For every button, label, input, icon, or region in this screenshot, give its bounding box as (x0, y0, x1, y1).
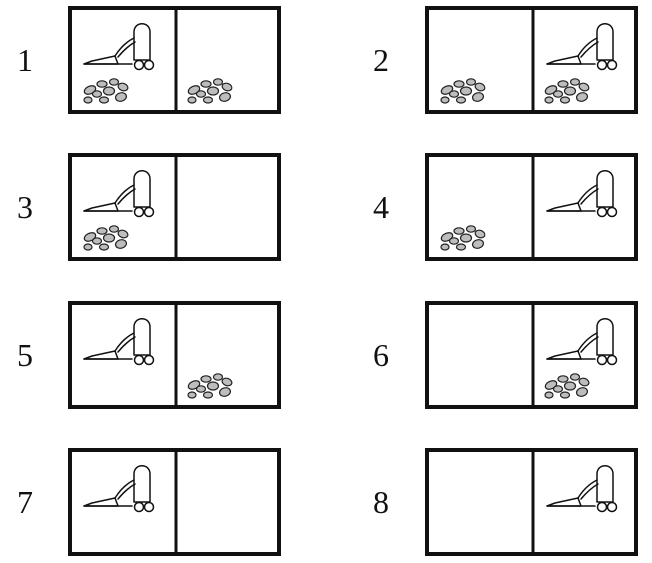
state-6: 6 (373, 301, 638, 409)
state-number: 2 (373, 42, 389, 78)
state-1: 1 (17, 6, 281, 114)
state-7: 7 (17, 448, 281, 556)
state-number: 3 (17, 189, 33, 225)
state-number: 4 (373, 189, 389, 225)
state-number: 5 (17, 337, 33, 373)
state-number: 6 (373, 337, 389, 373)
state-4: 4 (373, 153, 638, 261)
state-number: 8 (373, 484, 389, 520)
state-number: 1 (17, 42, 33, 78)
state-3: 3 (17, 153, 281, 261)
state-5: 5 (17, 301, 281, 409)
state-2: 2 (373, 6, 638, 114)
state-8: 8 (373, 448, 638, 556)
state-number: 7 (17, 484, 33, 520)
